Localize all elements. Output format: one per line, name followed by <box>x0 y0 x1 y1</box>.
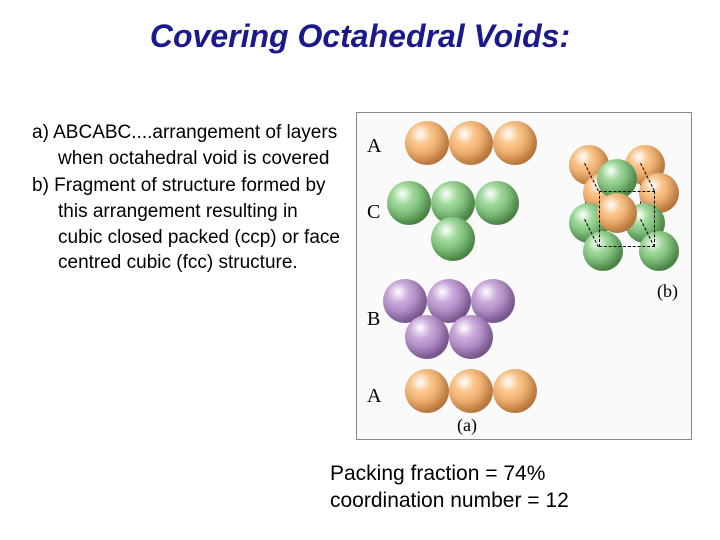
list-item-a: a) ABCABC....arrangement of layers when … <box>32 120 342 171</box>
sphere-orange <box>493 369 537 413</box>
body-text-block: a) ABCABC....arrangement of layers when … <box>32 120 342 276</box>
packing-fraction: Packing fraction = 74% <box>330 460 569 487</box>
sphere-orange <box>449 121 493 165</box>
panel-caption-a: (a) <box>457 415 477 436</box>
panel-caption-b: (b) <box>657 281 678 302</box>
list-item-b: b) Fragment of structure formed by this … <box>32 173 342 276</box>
layer-label-c: C <box>367 201 380 224</box>
sphere-green <box>431 217 475 261</box>
sphere-orange <box>493 121 537 165</box>
sphere-purple <box>405 315 449 359</box>
sphere-orange <box>449 369 493 413</box>
footer-block: Packing fraction = 74% coordination numb… <box>330 460 569 515</box>
page-title: Covering Octahedral Voids: <box>0 18 720 55</box>
unit-cell-front <box>599 191 655 247</box>
sphere-green <box>475 181 519 225</box>
sphere-purple <box>449 315 493 359</box>
layer-label-b: B <box>367 308 380 331</box>
sphere-orange <box>405 369 449 413</box>
sphere-orange <box>405 121 449 165</box>
layer-label-a-top: A <box>367 135 381 158</box>
coordination-number: coordination number = 12 <box>330 487 569 514</box>
layer-label-a-bot: A <box>367 385 381 408</box>
sphere-green <box>387 181 431 225</box>
figure-container: A C B A (a) (b) <box>356 112 692 440</box>
